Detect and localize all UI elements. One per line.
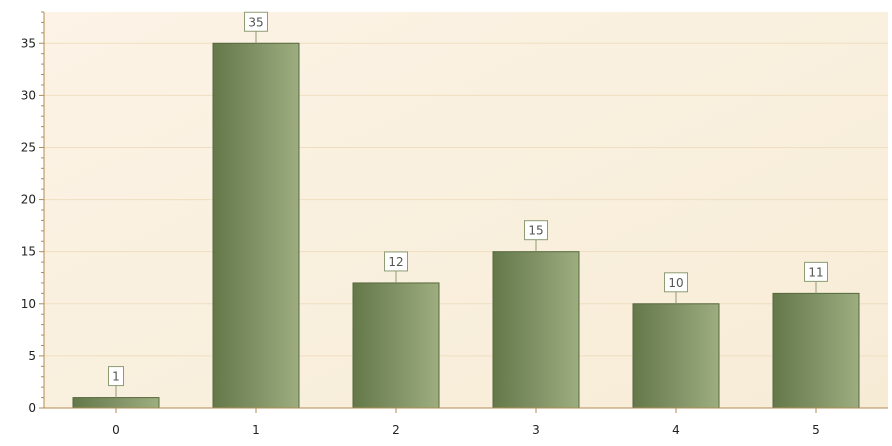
data-label: 15 [528, 224, 543, 238]
x-tick-label: 4 [672, 423, 680, 437]
x-tick-label: 1 [252, 423, 260, 437]
bar-0 [72, 397, 160, 409]
data-label-box [384, 251, 408, 272]
y-tick-label: 15 [21, 245, 36, 259]
y-tick-label: 5 [28, 349, 36, 363]
x-tick-label: 0 [112, 423, 120, 437]
x-tick-label: 3 [532, 423, 540, 437]
data-label: 35 [248, 15, 263, 29]
y-tick-label: 25 [21, 140, 36, 154]
data-label-box [244, 11, 268, 32]
y-tick-label: 10 [21, 297, 36, 311]
data-label-box [664, 272, 688, 293]
y-tick-label: 0 [28, 401, 36, 415]
x-tick-label: 2 [392, 423, 400, 437]
y-tick-label: 30 [21, 88, 36, 102]
data-label: 11 [808, 265, 823, 279]
bar-4 [632, 303, 720, 409]
bar-5 [772, 292, 860, 409]
y-tick-label: 35 [21, 36, 36, 50]
bar-2 [352, 282, 440, 409]
y-tick-label: 20 [21, 193, 36, 207]
plot-area [44, 12, 888, 408]
data-label: 1 [112, 370, 120, 384]
bar-3 [492, 251, 580, 409]
data-label: 12 [388, 255, 403, 269]
data-label-box [108, 366, 124, 387]
data-label-box [804, 261, 828, 282]
grid-lines [44, 42, 888, 357]
data-label-box [524, 220, 548, 241]
x-tick-label: 5 [812, 423, 820, 437]
data-labels: 1 35 12 15 10 11 [108, 11, 828, 398]
bar-1 [212, 42, 300, 409]
data-label: 10 [668, 276, 683, 290]
